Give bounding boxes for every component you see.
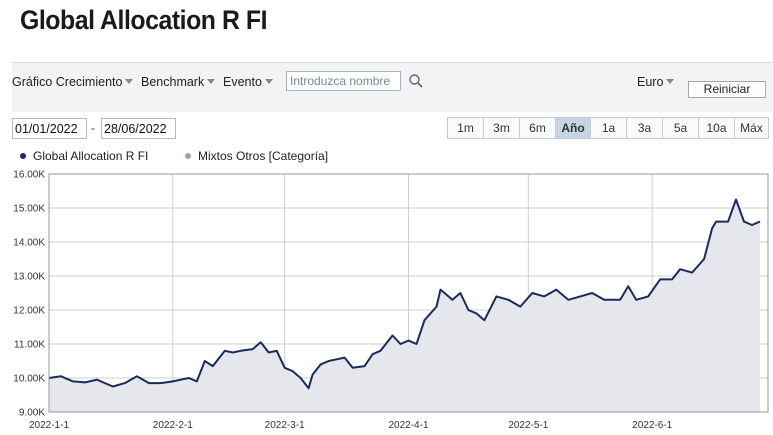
y-tick-label: 15.00K bbox=[13, 204, 45, 215]
x-tick-label: 2022-1-1 bbox=[29, 420, 69, 431]
y-tick-label: 13.00K bbox=[13, 272, 45, 283]
page-title: Global Allocation R FI bbox=[20, 5, 268, 35]
range-selector: 1m 3m 6m Año 1a 3a 5a 10a Máx bbox=[447, 117, 769, 139]
x-tick-label: 2022-5-1 bbox=[508, 420, 548, 431]
range-button-5a[interactable]: 5a bbox=[663, 118, 699, 138]
chevron-down-icon bbox=[666, 79, 675, 84]
legend-dot-icon bbox=[185, 153, 191, 159]
y-tick-label: 10.00K bbox=[13, 374, 45, 385]
end-date-input[interactable] bbox=[101, 118, 176, 139]
growth-chart: 9.00K 10.00K 11.00K 12.00K 13.00K 14.00K 15.00… bbox=[13, 170, 769, 431]
search-icon[interactable] bbox=[408, 73, 424, 89]
legend-label: Mixtos Otros [Categoría] bbox=[198, 149, 329, 163]
chevron-down-icon bbox=[264, 79, 273, 84]
series-area bbox=[49, 199, 760, 412]
range-button-1a[interactable]: 1a bbox=[591, 118, 627, 138]
y-tick-label: 11.00K bbox=[14, 340, 45, 351]
x-tick-label: 2022-6-1 bbox=[632, 420, 672, 431]
y-tick-label: 9.00K bbox=[19, 408, 45, 419]
range-button-10a[interactable]: 10a bbox=[699, 118, 735, 138]
x-tick-label: 2022-4-1 bbox=[388, 420, 428, 431]
event-dropdown[interactable]: Evento bbox=[223, 75, 273, 89]
legend-item-fund[interactable]: Global Allocation R FI bbox=[20, 149, 148, 163]
series-line bbox=[48, 198, 761, 390]
growth-chart-dropdown[interactable]: Gráfico Crecimiento bbox=[12, 75, 134, 89]
event-label: Evento bbox=[223, 75, 262, 89]
range-button-1m[interactable]: 1m bbox=[448, 118, 484, 138]
range-button-3a[interactable]: 3a bbox=[627, 118, 663, 138]
legend-dot-icon bbox=[20, 153, 26, 159]
reset-button[interactable]: Reiniciar bbox=[688, 81, 766, 98]
search-input[interactable] bbox=[286, 71, 401, 91]
y-tick-label: 12.00K bbox=[13, 306, 45, 317]
y-tick-label: 14.00K bbox=[13, 238, 45, 249]
benchmark-dropdown[interactable]: Benchmark bbox=[141, 75, 216, 89]
legend-label: Global Allocation R FI bbox=[33, 149, 149, 163]
x-tick-label: 2022-3-1 bbox=[265, 420, 305, 431]
start-date-input[interactable] bbox=[12, 118, 87, 139]
y-tick-label: 16.00K bbox=[13, 170, 45, 181]
growth-chart-label: Gráfico Crecimiento bbox=[12, 75, 123, 89]
currency-label: Euro bbox=[637, 75, 664, 89]
currency-dropdown[interactable]: Euro bbox=[637, 75, 675, 89]
chevron-down-icon bbox=[125, 79, 134, 84]
chart-toolbar: Gráfico Crecimiento Benchmark Evento Eur… bbox=[12, 62, 772, 112]
range-button-ytd[interactable]: Año bbox=[556, 118, 591, 138]
plot-frame bbox=[48, 173, 769, 413]
x-tick-label: 2022-2-1 bbox=[153, 420, 193, 431]
chevron-down-icon bbox=[207, 79, 216, 84]
legend-item-category[interactable]: Mixtos Otros [Categoría] bbox=[185, 149, 328, 163]
range-button-3m[interactable]: 3m bbox=[484, 118, 520, 138]
range-button-max[interactable]: Máx bbox=[735, 118, 768, 138]
range-button-6m[interactable]: 6m bbox=[520, 118, 556, 138]
date-separator: - bbox=[91, 121, 95, 135]
benchmark-label: Benchmark bbox=[141, 75, 205, 89]
